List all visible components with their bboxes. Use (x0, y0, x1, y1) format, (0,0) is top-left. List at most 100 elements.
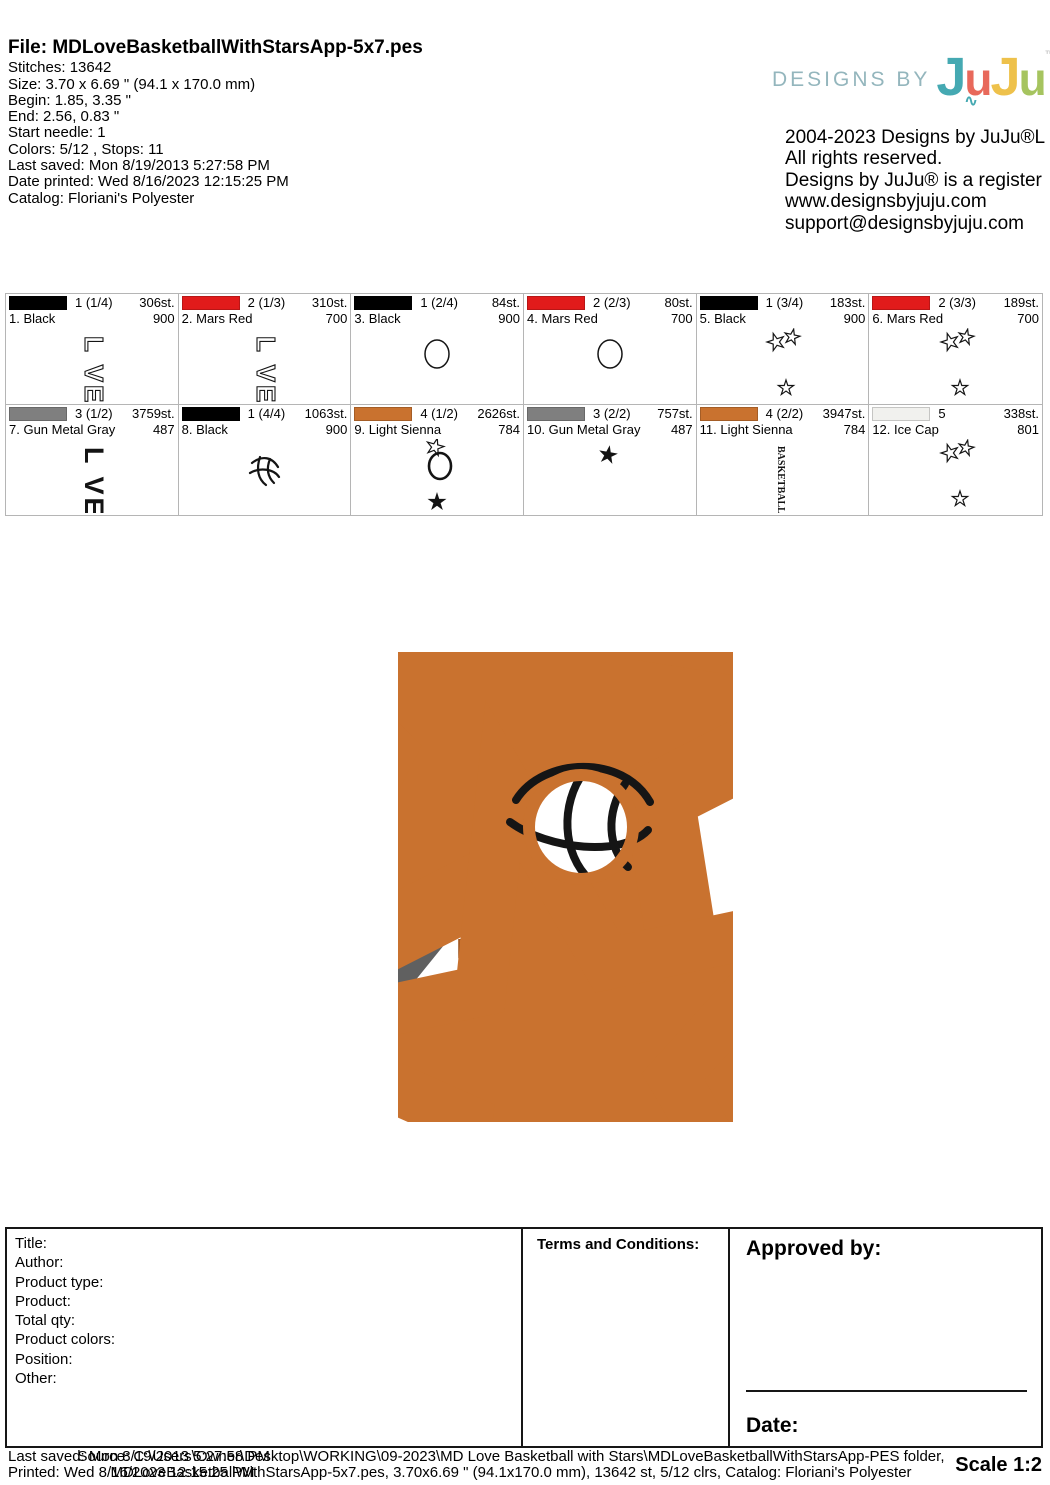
thread-sequence-label: 3 (2/2) (593, 405, 631, 421)
thread-color-swatch (699, 406, 758, 421)
thread-step-subheader: 3. Black 900 (354, 311, 520, 327)
thread-code: 900 (498, 311, 520, 326)
footer-last-saved: Last saved: Mon 8/19/2013 5:27:58 PM (8, 1448, 270, 1465)
thread-color-name: 7. Gun Metal Gray (9, 421, 116, 437)
trademark-symbol: ™ (1045, 49, 1050, 61)
thread-step-header: 1 (2/4) 84st. (354, 295, 520, 311)
thread-sequence-label: 4 (1/2) (420, 405, 458, 421)
thread-step-cell: 3 (1/2) 3759st. 7. Gun Metal Gray 487 L … (6, 404, 179, 515)
thread-sequence-label: 2 (3/3) (938, 295, 976, 310)
thread-code: 900 (325, 421, 348, 437)
logo-letter: J (936, 47, 966, 107)
svg-text:BASKETBALL: BASKETBALL (775, 446, 786, 513)
thread-step-cell: 1 (3/4) 183st. 5. Black 900 (696, 294, 870, 405)
thread-color-name: 3. Black (354, 311, 401, 326)
thread-code: 487 (152, 421, 175, 437)
thread-step-cell: 1 (4/4) 1063st. 8. Black 900 (179, 404, 352, 515)
embroidery-design-preview: L V E BASKETBALL (398, 652, 733, 1127)
thread-color-name: 12. Ice Cap (872, 421, 939, 437)
step-preview-thumbnail (872, 438, 1039, 515)
thread-sequence-label: 1 (3/4) (765, 295, 804, 310)
thread-sequence-label: 1 (2/4) (420, 295, 458, 310)
thread-code: 900 (843, 311, 866, 326)
thread-step-header: 2 (2/3) 80st. (527, 295, 693, 311)
text-line: Size: 3.70 x 6.69 " (94.1 x 170.0 mm) (8, 75, 256, 93)
thread-color-swatch (872, 296, 931, 310)
logo-flourish: ∿ (964, 93, 978, 110)
step-preview-thumbnail (354, 327, 520, 403)
svg-text:L VE: L VE (79, 336, 109, 402)
text-line: Product type: (15, 1273, 104, 1291)
thread-step-subheader: 5. Black 900 (700, 311, 866, 327)
thread-step-header: 2 (3/3) 189st. (872, 295, 1039, 311)
footer-saved-printed: Last saved: Mon 8/19/2013 5:27:58 PM Pri… (8, 1449, 270, 1480)
stitch-count: 183st. (829, 295, 866, 310)
thread-code: 784 (843, 421, 866, 437)
thread-color-name: 4. Mars Red (527, 311, 598, 326)
thread-code: 801 (1017, 421, 1039, 437)
thread-step-cell: 1 (1/4) 306st. 1. Black 900 L VE (6, 294, 179, 405)
text-line: Catalog: Floriani's Polyester (8, 189, 195, 207)
designs-by-juju-logo: DESIGNS BY JuJu™∿∿ (772, 47, 1050, 110)
thread-color-swatch (9, 406, 67, 421)
thread-step-header: 1 (3/4) 183st. (699, 295, 866, 311)
thread-code: 900 (152, 311, 175, 326)
thread-step-subheader: 9. Light Sienna 784 (354, 422, 520, 438)
stitch-count: 757st. (657, 405, 693, 421)
step-preview-thumbnail: L VE (182, 327, 348, 403)
stitch-count: 3759st. (132, 405, 175, 421)
thread-color-name: 5. Black (699, 311, 746, 326)
thread-step-subheader: 2. Mars Red 700 (182, 311, 348, 327)
step-preview-thumbnail: L VE (9, 438, 175, 515)
file-title: File: MDLoveBasketballWithStarsApp-5x7.p… (8, 37, 423, 58)
text-line: Start needle: 1 (8, 124, 106, 142)
thread-step-header: 3 (1/2) 3759st. (9, 406, 175, 422)
thread-color-swatch (527, 406, 585, 421)
thread-step-header: 1 (1/4) 306st. (9, 295, 175, 311)
text-line: www.designsbyjuju.com (785, 191, 987, 213)
file-info-lines: Stitches: 13642 Size: 3.70 x 6.69 " (94.1… (8, 59, 423, 207)
logo-designs-by-text: DESIGNS BY (772, 68, 931, 91)
thread-step-header: 3 (2/2) 757st. (527, 406, 693, 422)
text-line: Begin: 1.85, 3.35 " (8, 91, 131, 109)
logo-letter: u (964, 53, 992, 105)
footer-source-line2: MDLoveBasketballWithStarsApp-5x7.pes, 3.… (110, 1463, 912, 1481)
stitch-count: 80st. (664, 295, 693, 310)
thread-step-subheader: 7. Gun Metal Gray 487 (9, 422, 175, 438)
thread-step-cell: 1 (2/4) 84st. 3. Black 900 (351, 294, 524, 405)
text-line: 2004-2023 Designs by JuJu®L (785, 127, 1046, 148)
text-line: Date printed: Wed 8/16/2023 12:15:25 PM (8, 173, 289, 191)
form-divider (521, 1229, 523, 1446)
approval-box: Approved by: Date: (736, 1229, 1041, 1446)
thread-color-swatch (181, 296, 240, 310)
copyright-block: 2004-2023 Designs by JuJu®L All rights re… (785, 127, 1045, 234)
orange-star-bottom-icon (516, 1017, 608, 1106)
thread-step-subheader: 11. Light Sienna 784 (700, 422, 866, 438)
thread-color-swatch (9, 296, 67, 310)
thread-step-subheader: 4. Mars Red 700 (527, 311, 693, 327)
approved-by-label: Approved by: (746, 1237, 882, 1260)
thread-color-name: 2. Mars Red (181, 311, 253, 326)
thread-step-cell: 3 (2/2) 757st. 10. Gun Metal Gray 487 (524, 404, 697, 515)
text-line: Author: (15, 1254, 64, 1272)
thread-step-header: 1 (4/4) 1063st. (181, 405, 348, 422)
thread-code: 700 (325, 311, 348, 326)
thread-color-name: 1. Black (9, 311, 56, 326)
footer-source-line1: Source: C:\Users\Owner\Desktop\WORKING\0… (77, 1448, 945, 1465)
thread-color-swatch (354, 296, 413, 310)
thread-step-subheader: 10. Gun Metal Gray 487 (527, 422, 693, 438)
thread-step-subheader: 6. Mars Red 700 (872, 311, 1039, 327)
step-preview-thumbnail (354, 438, 520, 515)
footer-source-path: Source: C:\Users\Owner\Desktop\WORKING\0… (0, 1449, 1022, 1480)
order-form-table: Title: Author: Product type: Product: Total … (5, 1227, 1043, 1448)
thread-step-header: 4 (2/2) 3947st. (699, 406, 865, 422)
file-info-block: File: MDLoveBasketballWithStarsApp-5x7.p… (8, 37, 423, 207)
thread-sequence-label: 2 (2/3) (593, 295, 631, 310)
stitch-count: 1063st. (304, 405, 348, 421)
step-preview-thumbnail (527, 438, 693, 515)
logo-letter: u (1018, 53, 1047, 105)
stitch-count: 310st. (311, 295, 348, 310)
order-form-fields: Title: Author: Product type: Product: Total … (7, 1229, 528, 1393)
thread-step-header: 4 (1/2) 2626st. (354, 406, 520, 422)
step-preview-thumbnail: L VE (9, 327, 175, 403)
